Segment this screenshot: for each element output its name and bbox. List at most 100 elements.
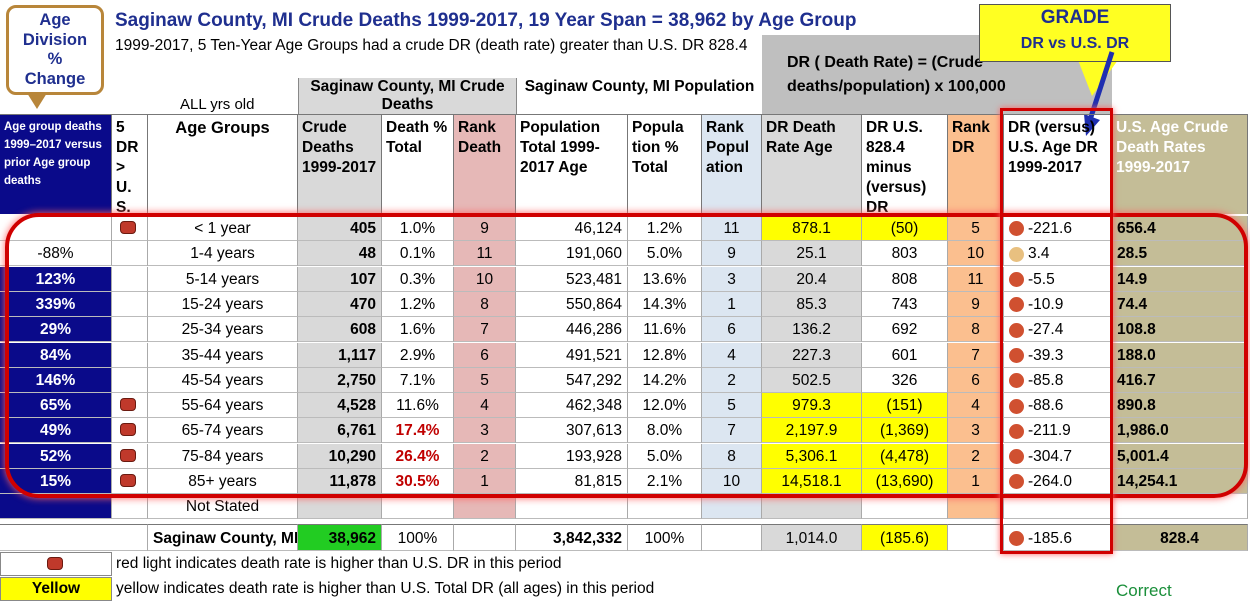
population-group-header: Saginaw County, MI Population xyxy=(516,78,762,114)
legend-red-swatch xyxy=(0,552,112,576)
callout-line-4: Change xyxy=(24,69,86,88)
cell-change: 52% xyxy=(0,443,112,469)
cell-flag xyxy=(112,317,148,343)
cell-rp: 5 xyxy=(702,393,762,419)
cell-rd: 7 xyxy=(454,317,516,343)
grade-callout: GRADE DR vs U.S. DR xyxy=(979,4,1171,62)
page-subtitle: 1999-2017, 5 Ten-Year Age Groups had a c… xyxy=(115,37,748,54)
cell-deaths: 11,878 xyxy=(298,469,382,494)
cell-deaths: 107 xyxy=(298,266,382,292)
cell-age: 5-14 years xyxy=(148,266,298,292)
cell-ppct: 1.2% xyxy=(628,216,702,241)
cell-age: < 1 year xyxy=(148,216,298,241)
vs-value: -88.6 xyxy=(1028,397,1064,415)
cell-dpct: 1.0% xyxy=(382,216,454,241)
grade-light-icon xyxy=(1009,449,1024,465)
cell-us: 1,986.0 xyxy=(1112,418,1248,444)
page-title: Saginaw County, MI Crude Deaths 1999-201… xyxy=(115,10,857,31)
cell-rd: 8 xyxy=(454,291,516,317)
age-division-callout: Age Division % Change xyxy=(6,5,104,109)
cell-dr: 14,518.1 xyxy=(762,469,862,494)
cell-rdr: 7 xyxy=(948,342,1004,368)
total-us-rate: 828.4 xyxy=(1112,524,1248,551)
total-pop: 3,842,332 xyxy=(516,524,628,551)
cell-rdr xyxy=(948,494,1004,520)
grade-light-icon xyxy=(1009,398,1024,414)
col-header-vs-us: DR (versus) U.S. Age DR 1999-2017 xyxy=(1004,114,1112,214)
col-header-us-rate: U.S. Age Crude Death Rates 1999-2017 xyxy=(1112,114,1248,214)
cell-rd xyxy=(454,494,516,520)
col-header-dr-minus: DR U.S. 828.4 minus (versus) DR xyxy=(862,114,948,214)
cell-age: 45-54 years xyxy=(148,367,298,393)
cell-age: 35-44 years xyxy=(148,342,298,368)
cell-deaths: 608 xyxy=(298,317,382,343)
cell-change: 65% xyxy=(0,393,112,419)
cell-us xyxy=(1112,494,1248,520)
red-light-icon xyxy=(120,474,136,487)
cell-age: 25-34 years xyxy=(148,317,298,343)
total-rank-death xyxy=(454,524,516,551)
cell-rd: 1 xyxy=(454,469,516,494)
cell-age: 85+ years xyxy=(148,469,298,494)
cell-deaths: 1,117 xyxy=(298,342,382,368)
total-deaths: 38,962 xyxy=(298,524,382,551)
cell-dpct: 26.4% xyxy=(382,443,454,469)
cell-flag xyxy=(112,342,148,368)
cell-vs: -88.6 xyxy=(1004,393,1112,419)
cell-pop: 446,286 xyxy=(516,317,628,343)
cell-rdr: 3 xyxy=(948,418,1004,444)
grade-light-icon xyxy=(1009,347,1024,363)
cell-pop: 191,060 xyxy=(516,241,628,267)
cell-dpct: 30.5% xyxy=(382,469,454,494)
total-vs-us-value: -185.6 xyxy=(1028,530,1072,547)
cell-rdr: 11 xyxy=(948,266,1004,292)
total-dr: 1,014.0 xyxy=(762,524,862,551)
cell-dpct: 11.6% xyxy=(382,393,454,419)
cell-dr: 2,197.9 xyxy=(762,418,862,444)
total-label: Saginaw County, MI xyxy=(148,524,298,551)
cell-dpct xyxy=(382,494,454,520)
cell-ppct: 2.1% xyxy=(628,469,702,494)
callout-line-3: % xyxy=(47,50,63,68)
total-row-spacer xyxy=(0,524,148,551)
cell-dr: 85.3 xyxy=(762,291,862,317)
total-pop-pct: 100% xyxy=(628,524,702,551)
cell-drm: (151) xyxy=(862,393,948,419)
cell-change: 146% xyxy=(0,367,112,393)
cell-flag xyxy=(112,494,148,520)
grade-title: GRADE xyxy=(1040,7,1110,28)
cell-deaths: 4,528 xyxy=(298,393,382,419)
cell-deaths: 10,290 xyxy=(298,443,382,469)
cell-ppct: 13.6% xyxy=(628,266,702,292)
cell-age: 15-24 years xyxy=(148,291,298,317)
cell-ppct xyxy=(628,494,702,520)
cell-rp: 9 xyxy=(702,241,762,267)
cell-us: 890.8 xyxy=(1112,393,1248,419)
cell-rdr: 9 xyxy=(948,291,1004,317)
cell-flag xyxy=(112,367,148,393)
cell-deaths: 470 xyxy=(298,291,382,317)
cell-flag xyxy=(112,266,148,292)
col-header-rank-dr: Rank DR xyxy=(948,114,1004,214)
cell-pop: 491,521 xyxy=(516,342,628,368)
grade-light-icon xyxy=(1009,322,1024,338)
vs-value: -221.6 xyxy=(1028,220,1072,237)
cell-rp: 7 xyxy=(702,418,762,444)
cell-pop: 46,124 xyxy=(516,216,628,241)
grade-light-icon xyxy=(1009,423,1024,439)
cell-dr: 20.4 xyxy=(762,266,862,292)
cell-drm: (50) xyxy=(862,216,948,241)
cell-deaths: 48 xyxy=(298,241,382,267)
cell-drm: 326 xyxy=(862,367,948,393)
red-light-icon xyxy=(120,448,136,462)
cell-dr: 227.3 xyxy=(762,342,862,368)
cell-change: 29% xyxy=(0,317,112,343)
cell-vs: -39.3 xyxy=(1004,342,1112,368)
cell-vs: -27.4 xyxy=(1004,317,1112,343)
red-light-icon xyxy=(47,557,63,570)
cell-pop: 462,348 xyxy=(516,393,628,419)
cell-dr: 25.1 xyxy=(762,241,862,267)
grade-subtitle: DR vs U.S. DR xyxy=(1020,35,1130,52)
legend-red-text: red light indicates death rate is higher… xyxy=(116,555,562,572)
highlight-frame xyxy=(5,213,1248,498)
